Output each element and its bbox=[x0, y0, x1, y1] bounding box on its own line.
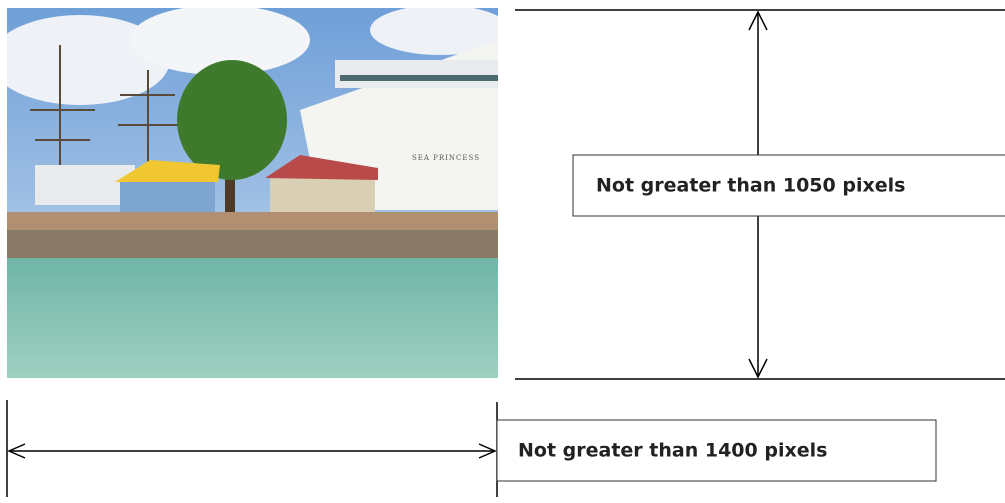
width-label: Not greater than 1400 pixels bbox=[518, 440, 827, 462]
ship-name: SEA PRINCESS bbox=[412, 154, 480, 162]
height-label: Not greater than 1050 pixels bbox=[596, 175, 905, 197]
diagram: SEA PRINCESS Not greater than 1050 pixel… bbox=[0, 0, 1005, 503]
page: {"photo": {"ship_name": "SEA PRINCESS"},… bbox=[0, 0, 1005, 503]
width-dimension bbox=[7, 400, 497, 497]
photo: SEA PRINCESS bbox=[0, 5, 510, 378]
